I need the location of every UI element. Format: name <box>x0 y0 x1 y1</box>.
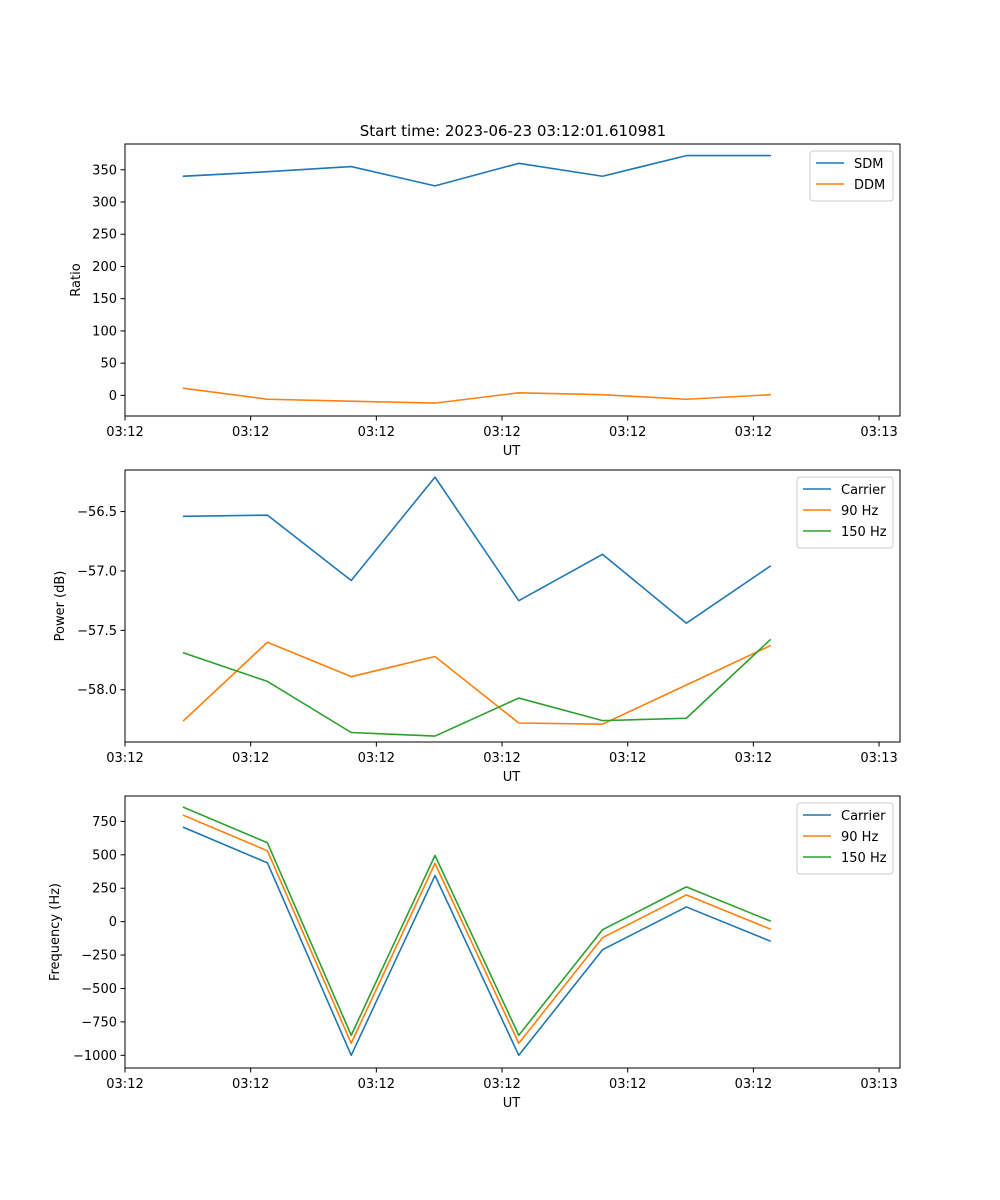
y-tick-label: 0 <box>109 389 117 404</box>
y-tick-label: −500 <box>81 982 117 997</box>
x-tick-label: 03:12 <box>735 1077 772 1092</box>
axes-frame <box>124 795 901 1069</box>
x-tick-label: 03:12 <box>106 751 143 766</box>
x-tick-label: 03:12 <box>106 1077 143 1092</box>
axes-frame <box>124 469 901 743</box>
x-tick-label: 03:12 <box>358 425 395 440</box>
x-tick-label: 03:12 <box>609 1077 646 1092</box>
x-tick-label: 03:12 <box>358 1077 395 1092</box>
y-axis-label: Frequency (Hz) <box>48 883 63 981</box>
y-tick-label: 500 <box>92 848 117 863</box>
y-tick-label: −56.5 <box>77 505 117 520</box>
chart-panel-1: 03:12 03:12 03:12 03:12 03:12 03:12 03:13 0 50 10… <box>69 143 901 459</box>
series-line-ddm <box>182 387 771 404</box>
x-tick-label: 03:12 <box>735 425 772 440</box>
x-tick-label: 03:12 <box>483 425 520 440</box>
chart-title: Start time: 2023-06-23 03:12:01.610981 <box>360 122 666 140</box>
series-line-90-hz <box>182 814 772 1045</box>
y-tick-label: −57.5 <box>77 624 117 639</box>
series-line-carrier <box>182 476 772 625</box>
y-tick-label: 250 <box>92 882 117 897</box>
y-tick-label: −1000 <box>73 1049 117 1064</box>
series-line-150-hz <box>182 806 772 1037</box>
y-axis-label: Ratio <box>69 263 84 296</box>
x-tick-label: 03:12 <box>483 751 520 766</box>
chart-panel-3: 03:12 03:12 03:12 03:12 03:12 03:12 03:13 −1000… <box>48 795 901 1111</box>
legend: Carrier 90 Hz 150 Hz <box>796 476 894 549</box>
x-tick-label: 03:12 <box>609 751 646 766</box>
x-tick-label: 03:12 <box>106 425 143 440</box>
y-tick-label: −250 <box>81 949 117 964</box>
x-tick-label: 03:12 <box>609 425 646 440</box>
legend-label: DDM <box>854 178 885 193</box>
y-tick-label: −57.0 <box>77 564 117 579</box>
x-axis-label: UT <box>503 770 521 785</box>
legend-label: 150 Hz <box>841 525 887 540</box>
legend: SDM DDM <box>809 150 894 202</box>
series-line-150-hz <box>182 638 772 737</box>
legend-label: Carrier <box>841 483 886 498</box>
y-tick-label: 300 <box>92 196 117 211</box>
legend-label: Carrier <box>841 809 886 824</box>
axes-frame <box>124 143 901 417</box>
y-tick-label: 350 <box>92 163 117 178</box>
y-tick-label: 100 <box>92 324 117 339</box>
series-line-carrier <box>182 826 772 1057</box>
y-tick-label: −750 <box>81 1015 117 1030</box>
y-tick-label: −58.0 <box>77 683 117 698</box>
series-line-90-hz <box>182 641 772 725</box>
legend: Carrier 90 Hz 150 Hz <box>796 802 894 875</box>
legend-label: SDM <box>854 157 883 172</box>
x-tick-label: 03:12 <box>232 425 269 440</box>
x-axis-label: UT <box>503 444 521 459</box>
chart-panel-2: 03:12 03:12 03:12 03:12 03:12 03:12 03:13 −58.0… <box>53 469 901 785</box>
x-axis-label: UT <box>503 1096 521 1111</box>
legend-label: 90 Hz <box>841 830 878 845</box>
x-tick-label: 03:12 <box>232 751 269 766</box>
y-tick-label: 150 <box>92 292 117 307</box>
y-axis-label: Power (dB) <box>53 571 68 642</box>
series-line-sdm <box>182 154 771 187</box>
x-tick-label: 03:12 <box>232 1077 269 1092</box>
x-tick-label: 03:13 <box>860 425 897 440</box>
x-tick-label: 03:12 <box>735 751 772 766</box>
y-tick-label: 50 <box>100 357 117 372</box>
x-tick-label: 03:12 <box>358 751 395 766</box>
y-tick-label: 0 <box>109 915 117 930</box>
y-tick-label: 750 <box>92 815 117 830</box>
x-tick-label: 03:13 <box>860 751 897 766</box>
y-tick-label: 200 <box>92 260 117 275</box>
legend-label: 150 Hz <box>841 851 887 866</box>
x-tick-label: 03:13 <box>860 1077 897 1092</box>
y-tick-label: 250 <box>92 228 117 243</box>
legend-label: 90 Hz <box>841 504 878 519</box>
x-tick-label: 03:12 <box>483 1077 520 1092</box>
